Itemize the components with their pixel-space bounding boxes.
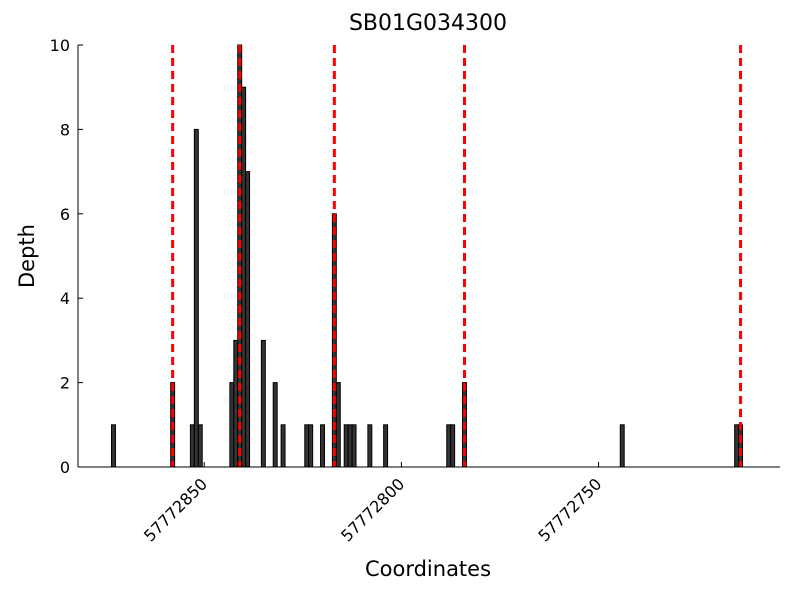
x-tick-label: 57772850 xyxy=(140,474,211,545)
bar xyxy=(229,382,235,468)
y-tick-label: 10 xyxy=(50,36,70,55)
bar xyxy=(308,424,314,468)
y-tick-label: 2 xyxy=(60,374,70,393)
bar xyxy=(619,424,625,468)
bar xyxy=(383,424,389,468)
bar xyxy=(304,424,310,468)
y-tick-label: 4 xyxy=(60,289,70,308)
bar xyxy=(280,424,286,468)
bar xyxy=(738,424,744,468)
bar xyxy=(233,339,239,468)
y-tick-label: 0 xyxy=(60,458,70,477)
bar xyxy=(189,424,195,468)
bar xyxy=(335,382,341,468)
bar xyxy=(450,424,456,468)
bar xyxy=(343,424,349,468)
bar xyxy=(111,424,116,468)
bar xyxy=(197,424,203,468)
bar xyxy=(245,171,251,468)
chart-title: SB01G034300 xyxy=(349,11,507,36)
bar xyxy=(446,424,452,468)
bar xyxy=(351,424,357,468)
y-tick-label: 6 xyxy=(60,205,70,224)
bar xyxy=(347,424,353,468)
bar xyxy=(367,424,373,468)
x-tick-label: 57772750 xyxy=(534,474,605,545)
bar xyxy=(260,339,266,468)
bar xyxy=(193,128,199,468)
x-axis-label: Coordinates xyxy=(365,557,491,581)
bar xyxy=(734,424,740,468)
y-tick-label: 8 xyxy=(60,120,70,139)
x-tick-label: 57772800 xyxy=(337,474,408,545)
y-axis-label: Depth xyxy=(15,224,39,288)
bar xyxy=(272,382,278,468)
bar xyxy=(320,424,325,468)
bar xyxy=(241,86,247,468)
